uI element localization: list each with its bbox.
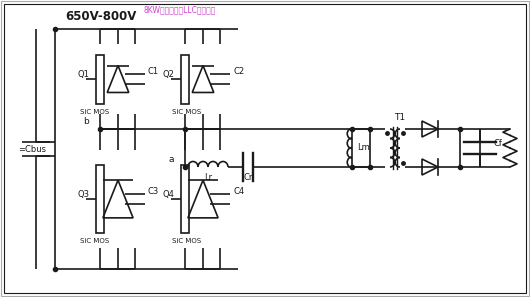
Text: C1: C1 xyxy=(148,67,159,75)
Bar xyxy=(181,55,189,103)
Text: Q4: Q4 xyxy=(162,189,174,198)
Text: 650V-800V: 650V-800V xyxy=(65,10,136,23)
Bar xyxy=(96,165,104,233)
Text: Q2: Q2 xyxy=(162,69,174,78)
Text: Q3: Q3 xyxy=(77,189,89,198)
Text: Cr: Cr xyxy=(243,173,253,181)
Text: C2: C2 xyxy=(233,67,244,75)
Text: C4: C4 xyxy=(233,187,244,195)
Text: Lm: Lm xyxy=(358,143,370,152)
Text: 8KW碳化硅全桥LLC解决方案: 8KW碳化硅全桥LLC解决方案 xyxy=(144,5,216,14)
Text: Cf: Cf xyxy=(493,140,502,148)
Text: Q1: Q1 xyxy=(77,69,89,78)
Text: SiC MOS: SiC MOS xyxy=(81,238,110,244)
Text: Lr: Lr xyxy=(204,173,212,181)
Text: =Cbus: =Cbus xyxy=(18,145,46,154)
Text: SiC MOS: SiC MOS xyxy=(81,108,110,115)
Text: T1: T1 xyxy=(394,113,405,121)
Text: SiC MOS: SiC MOS xyxy=(172,238,201,244)
Text: b: b xyxy=(83,118,89,127)
Text: C3: C3 xyxy=(148,187,159,195)
Bar xyxy=(96,55,104,103)
Bar xyxy=(181,165,189,233)
Text: a: a xyxy=(168,156,174,165)
Text: SiC MOS: SiC MOS xyxy=(172,108,201,115)
